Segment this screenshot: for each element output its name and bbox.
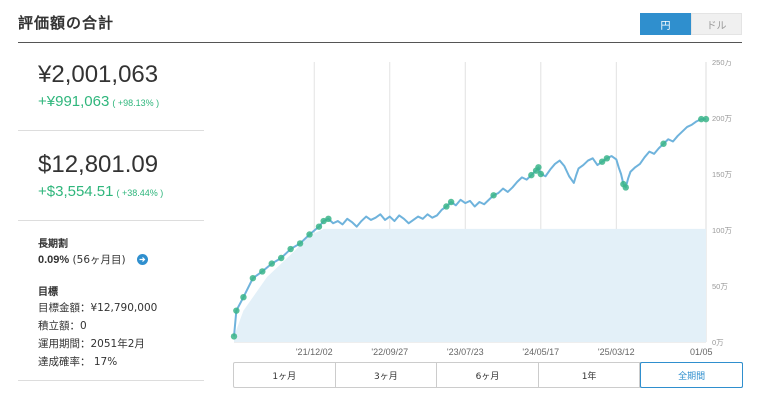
long-term-rate: 0.09% bbox=[38, 254, 70, 266]
deposit-marker bbox=[490, 192, 497, 199]
deposit-marker bbox=[287, 245, 294, 253]
usd-gain-line: +$3,554.51( +38.44% ) bbox=[38, 183, 163, 201]
tab-all-time[interactable]: 全期間 bbox=[640, 362, 743, 388]
arrow-right-icon bbox=[139, 256, 146, 262]
goal-probability: 達成確率： 17% bbox=[38, 356, 118, 368]
value-line bbox=[233, 118, 706, 337]
jpy-gain-line: +¥991,063( +98.13% ) bbox=[38, 93, 159, 111]
period-tabs: 1ヶ月 3ヶ月 6ヶ月 1年 全期間 bbox=[233, 362, 743, 388]
x-tick-label: '23/07/23 bbox=[447, 347, 484, 357]
deposit-marker bbox=[296, 240, 304, 247]
summary-panel: ¥2,001,063 +¥991,063( +98.13% ) $12,801.… bbox=[18, 43, 204, 381]
jpy-total-value: ¥2,001,063 bbox=[38, 61, 159, 88]
deposit-marker bbox=[315, 223, 323, 230]
deposit-marker bbox=[249, 274, 257, 282]
y-tick-label: 100万 bbox=[712, 226, 733, 235]
jpy-total-block: ¥2,001,063 +¥991,063( +98.13% ) bbox=[18, 43, 204, 131]
deposit-marker bbox=[278, 254, 285, 262]
tab-3-months[interactable]: 3ヶ月 bbox=[336, 363, 438, 387]
valuation-chart: 250万 200万 150万 100万 50万 0万 '21/12/02 '22/09/27 '… bbox=[222, 60, 752, 360]
long-term-goal-block: 長期割 0.09% (56ヶ月目) 目標 目標金額：¥12,790,000 積立… bbox=[18, 221, 204, 381]
y-tick-label: 50万 bbox=[712, 282, 728, 291]
valuation-chart-svg: 250万 200万 150万 100万 50万 0万 '21/12/02 '22/09/27 '… bbox=[230, 60, 733, 357]
long-term-detail-button[interactable] bbox=[136, 253, 148, 265]
deposit-marker bbox=[528, 171, 535, 179]
long-term-rate-line: 0.09% (56ヶ月目) bbox=[38, 252, 148, 267]
currency-usd-button[interactable]: ドル bbox=[691, 13, 742, 35]
x-tick-label: '25/03/12 bbox=[598, 347, 635, 357]
y-tick-label: 250万 bbox=[712, 60, 733, 67]
deposit-marker bbox=[306, 231, 313, 238]
currency-toggle: 円 ドル bbox=[640, 13, 742, 35]
deposit-marker bbox=[259, 268, 266, 275]
x-tick-label: '21/12/02 bbox=[296, 347, 333, 357]
goal-title: 目標 bbox=[38, 287, 58, 298]
deposit-marker bbox=[447, 198, 455, 206]
usd-total-block: $12,801.09 +$3,554.51( +38.44% ) bbox=[18, 131, 204, 221]
deposit-marker bbox=[233, 307, 240, 314]
goal-period: 運用期間：2051年2月 bbox=[38, 338, 145, 350]
long-term-title: 長期割 bbox=[38, 239, 68, 250]
deposit-marker bbox=[603, 155, 611, 162]
deposit-marker bbox=[598, 158, 606, 165]
deposit-marker bbox=[443, 203, 450, 210]
goal-contribution: 積立額：0 bbox=[38, 320, 87, 332]
deposit-marker bbox=[240, 294, 247, 301]
x-tick-label: 01/05 bbox=[690, 347, 713, 357]
deposit-marker bbox=[535, 164, 542, 171]
header: 評価額の合計 円 ドル bbox=[18, 0, 742, 43]
goal-amount: 目標金額：¥12,790,000 bbox=[38, 302, 158, 314]
deposit-marker bbox=[660, 140, 667, 147]
page-title: 評価額の合計 bbox=[18, 14, 115, 32]
usd-total-value: $12,801.09 bbox=[38, 151, 159, 178]
deposit-marker bbox=[230, 333, 238, 340]
usd-gain-percent: ( +38.44% ) bbox=[116, 188, 164, 198]
currency-jpy-button[interactable]: 円 bbox=[640, 13, 691, 35]
x-tick-label: '22/09/27 bbox=[371, 347, 408, 357]
jpy-gain-percent: ( +98.13% ) bbox=[112, 98, 160, 108]
y-tick-label: 150万 bbox=[712, 170, 733, 179]
deposit-marker bbox=[698, 115, 705, 123]
jpy-gain-amount: +¥991,063 bbox=[38, 93, 110, 110]
usd-gain-amount: +$3,554.51 bbox=[38, 183, 114, 200]
y-tick-label: 0万 bbox=[712, 338, 724, 347]
tab-1-month[interactable]: 1ヶ月 bbox=[234, 363, 336, 387]
deposit-marker bbox=[537, 170, 544, 178]
tab-1-year[interactable]: 1年 bbox=[539, 363, 641, 387]
deposit-marker bbox=[622, 184, 629, 191]
deposit-marker bbox=[702, 115, 710, 123]
x-tick-label: '24/05/17 bbox=[522, 347, 559, 357]
deposit-area bbox=[234, 228, 706, 342]
deposit-marker bbox=[325, 215, 332, 222]
tab-6-months[interactable]: 6ヶ月 bbox=[437, 363, 539, 387]
y-tick-label: 200万 bbox=[712, 114, 733, 123]
long-term-months: (56ヶ月目) bbox=[72, 254, 126, 266]
deposit-marker bbox=[268, 260, 275, 267]
